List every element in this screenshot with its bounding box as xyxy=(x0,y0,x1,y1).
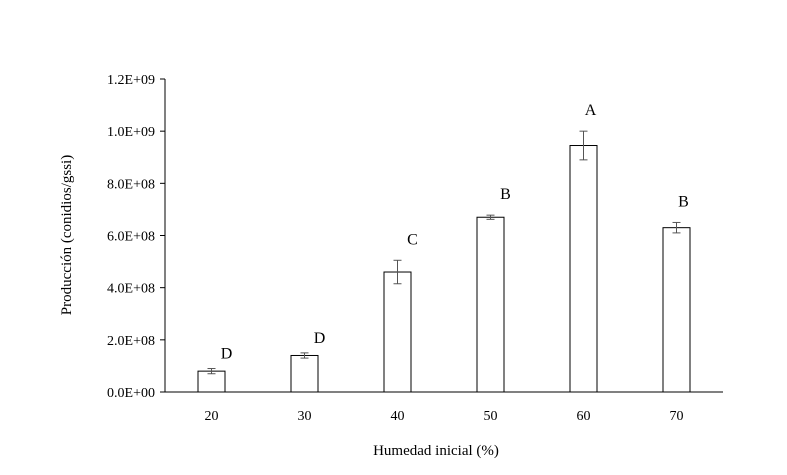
x-tick-label: 40 xyxy=(391,409,405,424)
y-tick-label: 6.0E+08 xyxy=(107,230,155,245)
x-tick-label: 70 xyxy=(670,409,684,424)
bar xyxy=(662,227,691,393)
significance-label: A xyxy=(585,102,597,119)
bar xyxy=(290,354,319,393)
x-tick-label: 50 xyxy=(484,409,498,424)
y-tick-label: 8.0E+08 xyxy=(107,177,155,192)
bar xyxy=(383,271,412,393)
bar xyxy=(476,216,505,393)
significance-label: B xyxy=(500,186,511,203)
y-tick-label: 0.0E+00 xyxy=(107,386,155,401)
error-bar xyxy=(486,214,495,220)
y-tick-label: 1.0E+09 xyxy=(107,125,155,140)
significance-label: B xyxy=(678,193,689,210)
significance-label: D xyxy=(221,346,233,363)
x-tick-label: 60 xyxy=(577,409,591,424)
y-tick-label: 4.0E+08 xyxy=(107,282,155,297)
x-tick-label: 20 xyxy=(205,409,219,424)
error-bars-layer xyxy=(207,130,681,375)
y-tick-label: 2.0E+08 xyxy=(107,334,155,349)
error-bar xyxy=(579,130,588,161)
y-tick-label: 1.2E+09 xyxy=(107,73,155,88)
error-bar xyxy=(300,352,309,359)
labels-layer: 0.0E+00 2.0E+08 4.0E+08 6.0E+08 8.0E+08 1.0E+… xyxy=(107,73,689,424)
x-axis-title: Humedad inicial (%) xyxy=(373,443,499,459)
error-bar xyxy=(672,221,681,234)
axes-layer xyxy=(160,78,723,393)
significance-label: D xyxy=(314,330,326,347)
error-bar xyxy=(393,259,402,285)
error-bar xyxy=(207,368,216,375)
bar xyxy=(569,145,598,393)
bars-layer xyxy=(197,145,691,393)
x-tick-label: 30 xyxy=(298,409,312,424)
y-axis-title: Producción (conidios/gssi) xyxy=(59,155,75,315)
bar xyxy=(197,370,226,393)
significance-label: C xyxy=(407,231,418,248)
